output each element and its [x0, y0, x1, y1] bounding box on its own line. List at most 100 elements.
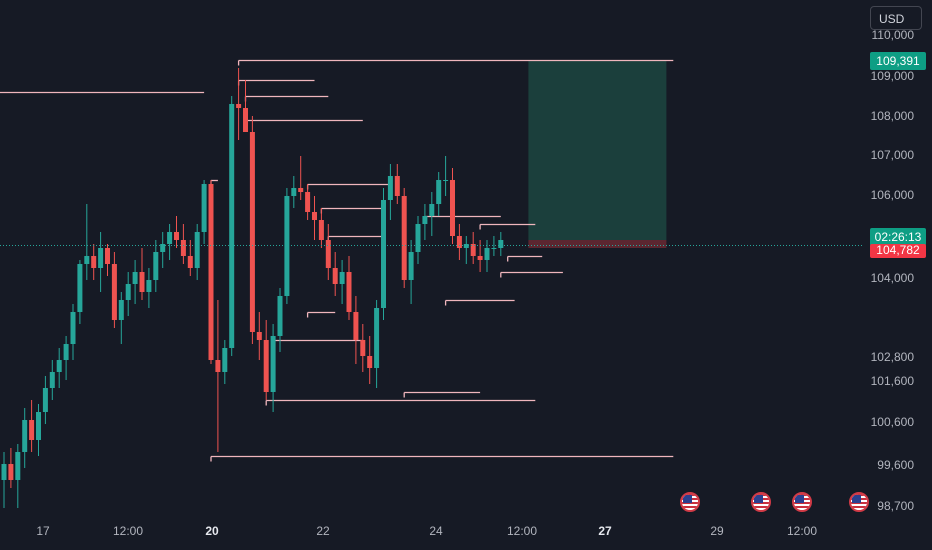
candle-body	[277, 296, 283, 336]
candle-body	[180, 240, 186, 256]
stop-zone	[528, 240, 667, 248]
price-tick-label: 98,700	[877, 499, 914, 513]
time-tick-label: 12:00	[112, 524, 144, 538]
current-price-tag: 109,391	[870, 52, 926, 70]
candle-body	[118, 300, 124, 320]
time-tick-label: 29	[710, 524, 724, 538]
price-tick-label: 104,000	[870, 271, 914, 285]
candle-body	[394, 176, 400, 196]
candle-body	[270, 336, 276, 392]
candle-body	[36, 412, 41, 440]
price-tick-label: 109,000	[870, 69, 914, 83]
candle-body	[56, 360, 62, 372]
price-tick-label: 106,000	[870, 188, 914, 202]
price-tick-label: 108,000	[870, 109, 914, 123]
price-tick-label: 110,000	[871, 28, 915, 42]
candle-body	[387, 176, 393, 200]
candle-body	[263, 340, 269, 392]
candle-body	[256, 332, 262, 340]
candle-body	[456, 236, 462, 248]
us-flag-icon[interactable]	[792, 492, 812, 512]
candle-body	[91, 256, 97, 268]
candle-body	[1, 464, 7, 480]
candle-body	[125, 284, 131, 300]
candle-body	[105, 248, 110, 264]
time-tick-label: 12:00	[506, 524, 538, 538]
price-tick-label: 99,600	[877, 458, 914, 472]
candle-body	[111, 264, 117, 320]
candle-body	[450, 180, 455, 236]
candle-body	[339, 272, 345, 284]
target-zone	[528, 60, 667, 240]
candle-body	[167, 232, 173, 244]
candle-body	[463, 244, 469, 248]
candle-body	[98, 248, 104, 268]
candle-body	[318, 220, 324, 240]
candle-body	[443, 180, 449, 181]
candle-body	[49, 372, 55, 388]
candle-body	[15, 452, 21, 480]
candle-body	[367, 356, 373, 368]
candle-body	[229, 104, 235, 348]
candle-body	[381, 200, 386, 308]
candle-body	[77, 264, 83, 312]
time-tick-label: 22	[316, 524, 330, 538]
candle-body	[208, 184, 214, 360]
time-tick-label: 20	[205, 524, 219, 538]
candle-body	[8, 464, 14, 480]
candle-body	[215, 360, 221, 372]
last-price-tag: 104,782	[870, 244, 926, 258]
candle-body	[153, 252, 159, 280]
candle-body	[84, 256, 90, 264]
candle-body	[187, 256, 193, 268]
candle-body	[222, 348, 228, 372]
candle-body	[291, 188, 297, 196]
candle-body	[174, 232, 179, 240]
candle-body	[146, 280, 152, 292]
time-tick-label: 12:00	[786, 524, 818, 538]
candle-body	[298, 188, 304, 192]
time-tick-label: 17	[36, 524, 50, 538]
candle-body	[249, 132, 255, 332]
candle-body	[160, 244, 166, 252]
candle-body	[139, 272, 145, 292]
candle-body	[201, 184, 207, 232]
us-flag-icon[interactable]	[680, 492, 700, 512]
candle-body	[194, 232, 200, 268]
candle-body	[63, 344, 69, 360]
candle-body	[132, 272, 138, 284]
candle-body	[429, 204, 435, 216]
candle-body	[305, 192, 311, 212]
candle-body	[422, 216, 428, 224]
candle-body	[29, 420, 35, 440]
candle-body	[498, 240, 504, 248]
candle-body	[332, 268, 338, 284]
candle-body	[236, 104, 242, 108]
candle-body	[353, 312, 359, 340]
candle-body	[42, 388, 48, 412]
currency-button[interactable]: USD	[870, 6, 922, 30]
candle-body	[408, 252, 414, 280]
countdown-tag: 02:26:13	[870, 228, 926, 246]
time-tick-label: 27	[598, 524, 612, 538]
price-tick-label: 107,000	[870, 148, 914, 162]
candle-body	[284, 196, 290, 296]
candle-body	[401, 196, 407, 280]
candle-body	[22, 420, 28, 452]
candle-body	[491, 248, 497, 249]
time-tick-label: 24	[429, 524, 443, 538]
us-flag-icon[interactable]	[849, 492, 869, 512]
candle-body	[346, 272, 352, 312]
candle-body	[470, 244, 476, 256]
candle-body	[325, 240, 331, 268]
candle-body	[477, 256, 483, 260]
candle-body	[243, 108, 248, 132]
candle-body	[436, 180, 442, 204]
price-tick-label: 102,800	[870, 350, 914, 364]
price-tick-label: 100,600	[870, 415, 914, 429]
candle-body	[374, 308, 380, 368]
candle-body	[484, 248, 490, 260]
candle-body	[70, 312, 76, 344]
us-flag-icon[interactable]	[751, 492, 771, 512]
